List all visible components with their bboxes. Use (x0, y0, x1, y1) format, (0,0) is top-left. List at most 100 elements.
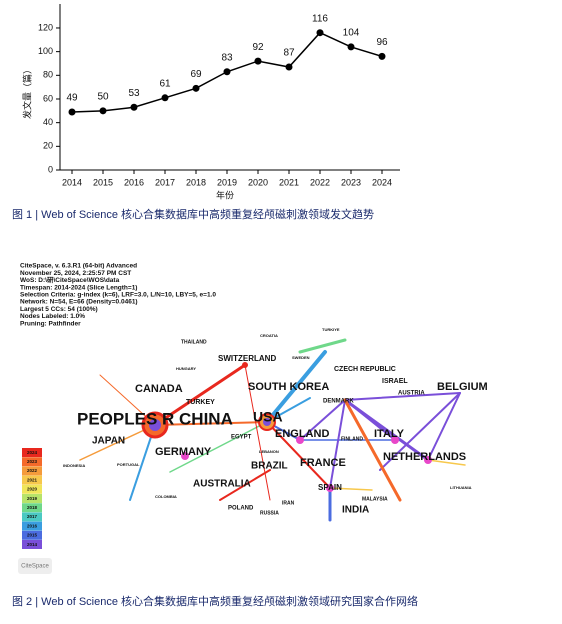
node-label: ISRAEL (382, 378, 408, 385)
value-label: 49 (66, 93, 78, 104)
legend-swatch (22, 466, 42, 476)
value-label: 116 (312, 13, 328, 24)
x-tick-label: 2022 (310, 177, 330, 187)
node-label: EGYPT (231, 435, 252, 441)
x-tick-label: 2021 (279, 177, 299, 187)
node-label: DENMARK (323, 399, 354, 405)
y-axis-label: 发文量（篇） (21, 65, 32, 119)
x-tick-label: 2024 (372, 177, 392, 187)
node-label: LEBANON (259, 449, 279, 454)
node-label: ITALY (374, 428, 405, 440)
x-tick-label: 2015 (93, 177, 113, 187)
node-label: THAILAND (181, 339, 207, 345)
data-point (285, 63, 293, 71)
legend-year: 2014 (27, 542, 38, 547)
data-point (254, 57, 262, 65)
node-label: INDIA (342, 505, 369, 516)
legend-year: 2015 (27, 533, 38, 538)
node-label: AUSTRALIA (193, 479, 251, 490)
legend-swatch (22, 530, 42, 540)
node-label: SPAIN (318, 483, 342, 492)
node-label: CANADA (135, 383, 183, 395)
data-point (161, 94, 169, 102)
data-point (378, 52, 386, 60)
legend-year: 2020 (27, 487, 38, 492)
x-tick-label: 2020 (248, 177, 268, 187)
citespace-header: CiteSpace, v. 6.3.R1 (64-bit) Advanced (20, 263, 137, 270)
node-label: GERMANY (155, 446, 212, 458)
legend-year: 2018 (27, 505, 38, 510)
legend-year: 2016 (27, 523, 38, 528)
figure-caption: 图 2 | Web of Science 核心合集数据库中高频重复经颅磁刺激领域… (12, 594, 418, 608)
legend-swatch (22, 540, 42, 549)
node-label: LITHUANIA (450, 485, 472, 490)
node-label: RUSSIA (260, 510, 279, 516)
network-nodes (141, 362, 432, 492)
x-tick-label: 2023 (341, 177, 361, 187)
y-tick-label: 100 (38, 46, 53, 56)
y-tick-label: 0 (48, 164, 53, 174)
value-label: 96 (376, 37, 388, 48)
node-label: CZECH REPUBLIC (334, 366, 396, 373)
legend-year: 2019 (27, 496, 38, 501)
value-label: 53 (128, 88, 140, 99)
node-label: INDONESIA (63, 463, 85, 468)
citespace-logo: CiteSpace (18, 558, 52, 574)
data-point (316, 29, 324, 37)
legend-swatch (22, 512, 42, 522)
node-label: PORTUGAL (117, 462, 140, 467)
node-label: USA (253, 409, 283, 425)
node-label: TURKEY (186, 399, 215, 406)
legend-swatch (22, 484, 42, 494)
citespace-header: Pruning: Pathfinder (20, 320, 81, 327)
node-label: FINLAND (341, 436, 363, 442)
value-label: 104 (343, 28, 360, 39)
legend-swatch (22, 475, 42, 485)
node-label: COLOMBIA (155, 494, 177, 499)
node-label: BRAZIL (251, 461, 288, 472)
node-label: ENGLAND (275, 428, 329, 440)
citespace-header: Nodes Labeled: 1.0% (20, 313, 85, 320)
value-label: 87 (283, 48, 295, 59)
data-point (192, 84, 200, 92)
node-label: FRANCE (300, 457, 346, 469)
x-axis-label: 年份 (216, 189, 234, 200)
y-tick-label: 120 (38, 22, 53, 32)
legend-year: 2021 (27, 477, 38, 482)
x-tick-label: 2017 (155, 177, 175, 187)
data-point (223, 68, 231, 76)
x-tick-label: 2014 (62, 177, 82, 187)
legend-swatch (22, 448, 42, 457)
legend-year: 2023 (27, 459, 38, 464)
logo-text: CiteSpace (21, 564, 49, 570)
data-point (130, 103, 138, 111)
legend-swatch (22, 494, 42, 503)
citespace-header: WoS: D:\研\CiteSpace\WOS\data (20, 276, 120, 284)
node-label: BELGIUM (437, 381, 488, 393)
x-tick-label: 2018 (186, 177, 206, 187)
data-point (68, 108, 76, 116)
value-label: 92 (252, 42, 264, 53)
y-tick-label: 40 (43, 117, 53, 127)
legend-swatch (22, 457, 42, 467)
y-tick-label: 20 (43, 141, 53, 151)
x-tick-label: 2019 (217, 177, 237, 187)
node-label: MALAYSIA (362, 496, 388, 502)
node-label: JAPAN (92, 436, 125, 447)
citespace-header: Network: N=54, E=66 (Density=0.0461) (20, 299, 138, 306)
x-tick-label: 2016 (124, 177, 144, 187)
citespace-header: Timespan: 2014-2024 (Slice Length=1) (20, 284, 137, 291)
citespace-header: Selection Criteria: g-index (k=6), LRF=3… (20, 292, 216, 299)
y-tick-label: 80 (43, 70, 53, 80)
legend-swatch (22, 521, 42, 531)
node-label: SWEDEN (292, 355, 310, 360)
node-label: SOUTH KOREA (248, 381, 329, 393)
node-label: NETHERLANDS (383, 451, 466, 463)
value-label: 83 (221, 52, 233, 63)
node-label: HUNGARY (176, 366, 196, 371)
legend-year: 2024 (27, 450, 38, 455)
legend-swatch (22, 503, 42, 513)
node-label: AUSTRIA (398, 391, 425, 397)
node-label: SWITZERLAND (218, 354, 276, 363)
value-label: 61 (159, 78, 171, 89)
